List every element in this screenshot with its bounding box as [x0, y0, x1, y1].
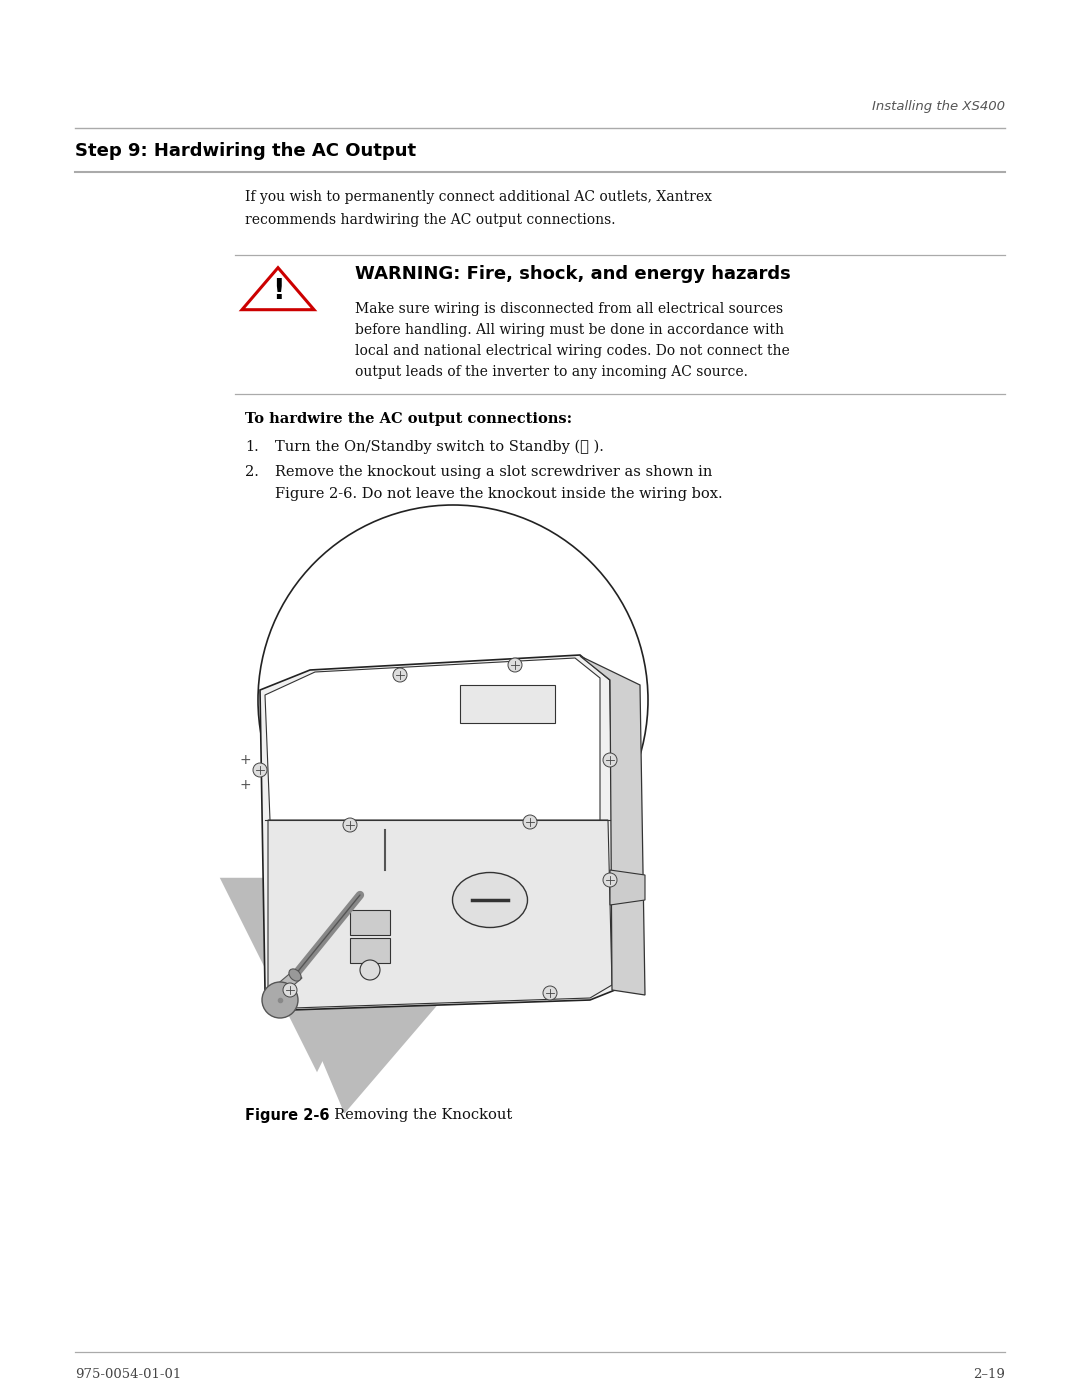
Text: Removing the Knockout: Removing the Knockout: [325, 1108, 512, 1122]
Polygon shape: [265, 658, 600, 820]
Polygon shape: [260, 655, 615, 1010]
Text: Step 9: Hardwiring the AC Output: Step 9: Hardwiring the AC Output: [75, 142, 416, 161]
Polygon shape: [580, 657, 645, 995]
Text: Figure 2-6: Figure 2-6: [245, 1108, 329, 1123]
Text: !: !: [272, 277, 284, 305]
Circle shape: [360, 960, 380, 981]
Ellipse shape: [453, 873, 527, 928]
Circle shape: [258, 504, 648, 895]
Text: WARNING: Fire, shock, and energy hazards: WARNING: Fire, shock, and energy hazards: [355, 265, 791, 284]
Text: Remove the knockout using a slot screwdriver as shown in: Remove the knockout using a slot screwdr…: [275, 465, 713, 479]
Text: +: +: [239, 753, 251, 767]
Text: +: +: [239, 778, 251, 792]
Text: 2–19: 2–19: [973, 1368, 1005, 1382]
Text: recommends hardwiring the AC output connections.: recommends hardwiring the AC output conn…: [245, 212, 616, 226]
Bar: [350, 937, 390, 963]
Circle shape: [603, 873, 617, 887]
Bar: [460, 685, 555, 724]
Circle shape: [343, 819, 357, 833]
Text: before handling. All wiring must be done in accordance with: before handling. All wiring must be done…: [355, 323, 784, 337]
Circle shape: [262, 982, 298, 1018]
Text: Figure 2-6. Do not leave the knockout inside the wiring box.: Figure 2-6. Do not leave the knockout in…: [275, 488, 723, 502]
Polygon shape: [242, 268, 314, 310]
Text: Turn the On/Standby switch to Standby (⏻ ).: Turn the On/Standby switch to Standby (⏻…: [275, 440, 604, 454]
Polygon shape: [268, 970, 302, 1000]
Circle shape: [508, 658, 522, 672]
Circle shape: [283, 983, 297, 997]
Text: output leads of the inverter to any incoming AC source.: output leads of the inverter to any inco…: [355, 365, 747, 379]
Circle shape: [543, 986, 557, 1000]
Bar: [350, 909, 390, 935]
Text: 1.: 1.: [245, 440, 259, 454]
Text: Make sure wiring is disconnected from all electrical sources: Make sure wiring is disconnected from al…: [355, 302, 783, 316]
Circle shape: [523, 814, 537, 828]
Text: Installing the XS400: Installing the XS400: [872, 101, 1005, 113]
Circle shape: [253, 763, 267, 777]
Ellipse shape: [289, 970, 301, 981]
Text: If you wish to permanently connect additional AC outlets, Xantrex: If you wish to permanently connect addit…: [245, 190, 712, 204]
Polygon shape: [610, 870, 645, 905]
Circle shape: [393, 668, 407, 682]
Circle shape: [603, 753, 617, 767]
Text: 975-0054-01-01: 975-0054-01-01: [75, 1368, 181, 1382]
Text: 2.: 2.: [245, 465, 259, 479]
Text: To hardwire the AC output connections:: To hardwire the AC output connections:: [245, 412, 572, 426]
Text: local and national electrical wiring codes. Do not connect the: local and national electrical wiring cod…: [355, 344, 789, 358]
Polygon shape: [268, 820, 612, 1009]
